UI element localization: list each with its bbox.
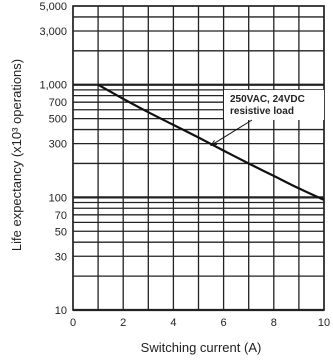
annotation-text: 250VAC, 24VDC bbox=[230, 94, 305, 105]
y-tick-label: 50 bbox=[55, 226, 67, 238]
annotation-arrowhead bbox=[209, 140, 218, 146]
plot-frame bbox=[72, 5, 325, 311]
y-tick-label: 300 bbox=[49, 139, 67, 151]
y-tick-label: 30 bbox=[55, 251, 67, 263]
annotation-box bbox=[224, 90, 324, 120]
x-tick-label: 0 bbox=[70, 317, 76, 329]
annotation-leader-line bbox=[210, 119, 253, 146]
y-tick-label: 5,000 bbox=[39, 1, 67, 13]
annotation-text: resistive load bbox=[230, 106, 294, 117]
y-axis-title: Life expectancy (x10³ operations) bbox=[9, 59, 24, 251]
series-layer bbox=[97, 83, 325, 201]
tick-labels: 10 30 50 70 100 300 500 700 1,000 3,000 5,000 0 2 4 6 8… bbox=[39, 1, 330, 329]
x-axis-title: Switching current (A) bbox=[141, 340, 262, 355]
y-tick-label: 70 bbox=[55, 210, 67, 222]
y-tick-label: 100 bbox=[49, 192, 67, 204]
series-line bbox=[97, 83, 325, 201]
x-tick-label: 4 bbox=[170, 317, 176, 329]
x-tick-label: 8 bbox=[271, 317, 277, 329]
x-tick-label: 10 bbox=[318, 317, 330, 329]
x-tick-label: 2 bbox=[120, 317, 126, 329]
y-tick-label: 500 bbox=[49, 114, 67, 126]
x-tick-label: 6 bbox=[221, 317, 227, 329]
y-tick-label: 10 bbox=[55, 305, 67, 317]
y-tick-label: 700 bbox=[49, 97, 67, 109]
y-tick-label: 1,000 bbox=[39, 80, 67, 92]
y-tick-label: 3,000 bbox=[39, 26, 67, 38]
grid bbox=[72, 5, 325, 312]
